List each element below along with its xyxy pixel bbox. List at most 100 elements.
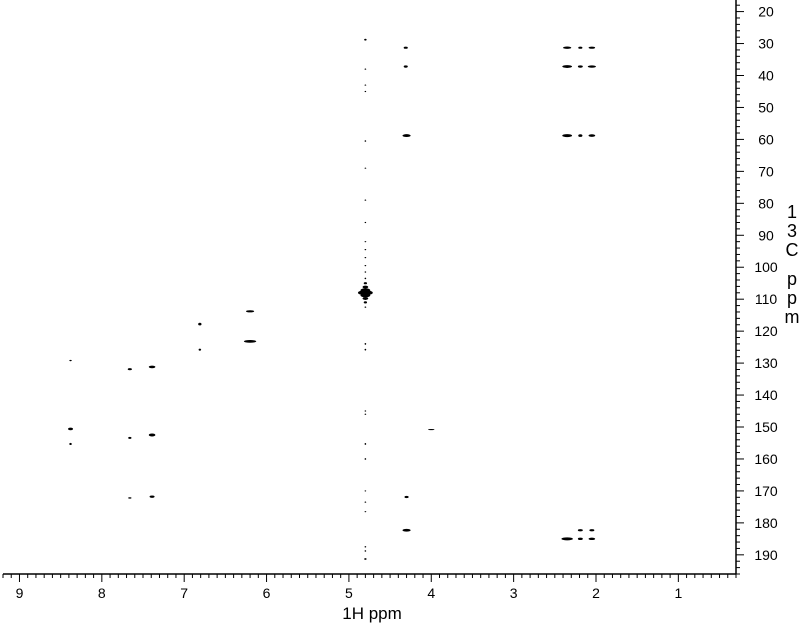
artifact-peak bbox=[364, 550, 367, 552]
cross-peak bbox=[402, 528, 411, 532]
cross-peak bbox=[243, 339, 257, 343]
cross-peak bbox=[578, 46, 583, 49]
artifact-peak bbox=[364, 38, 367, 41]
y-tick-label: 150 bbox=[754, 419, 778, 435]
cross-peak bbox=[403, 65, 408, 68]
y-axis-label-char: p bbox=[787, 269, 797, 289]
artifact-peak bbox=[364, 546, 367, 548]
y-tick-label: 50 bbox=[758, 99, 774, 115]
artifact-peak bbox=[364, 167, 367, 169]
artifact-peak bbox=[364, 249, 367, 251]
y-tick-label: 70 bbox=[758, 163, 774, 179]
cross-peak bbox=[128, 497, 132, 499]
y-axis-label-char: C bbox=[786, 240, 799, 260]
cross-peak bbox=[148, 365, 156, 369]
x-axis: 9 8 7 6 5 4 3 2 1 bbox=[2, 574, 737, 601]
cross-peak bbox=[427, 428, 435, 431]
artifact-peak bbox=[364, 140, 367, 142]
y-tick-label: 110 bbox=[755, 291, 778, 307]
artifact-peak bbox=[364, 501, 367, 503]
x-tick-label: 4 bbox=[427, 585, 435, 601]
x-tick-label: 8 bbox=[98, 585, 106, 601]
y-tick-label: 170 bbox=[754, 483, 778, 499]
cross-peak bbox=[588, 537, 596, 541]
artifact-peak bbox=[364, 277, 367, 280]
x-axis-label: 1H ppm bbox=[342, 604, 402, 623]
x-tick-label: 5 bbox=[345, 585, 353, 601]
y-tick-label: 100 bbox=[754, 259, 778, 275]
y-tick-label: 160 bbox=[754, 451, 778, 467]
artifact-peak bbox=[364, 490, 367, 492]
artifact-peak bbox=[364, 413, 367, 415]
artifact-peak bbox=[364, 241, 367, 243]
y-tick-label: 130 bbox=[754, 355, 778, 371]
cross-peak bbox=[68, 427, 74, 431]
cross-peak bbox=[69, 442, 72, 446]
artifact-peak bbox=[364, 343, 367, 345]
artifact-peak bbox=[363, 301, 368, 304]
artifact-peak bbox=[364, 68, 367, 70]
artifact-peak bbox=[364, 84, 367, 86]
x-tick-label: 2 bbox=[592, 585, 600, 601]
x-tick-label: 9 bbox=[16, 585, 24, 601]
peaks-layer bbox=[68, 38, 596, 560]
plot-frame bbox=[3, 0, 737, 575]
y-tick-label: 80 bbox=[758, 195, 774, 211]
cross-peak bbox=[577, 65, 583, 68]
artifact-peak bbox=[364, 199, 367, 201]
artifact-peak bbox=[364, 558, 367, 560]
artifact-peak bbox=[364, 306, 367, 308]
y-tick-label: 180 bbox=[754, 515, 778, 531]
cross-peak bbox=[198, 348, 202, 351]
cross-peak bbox=[404, 495, 409, 499]
artifact-peak bbox=[363, 282, 368, 285]
artifact-peak bbox=[364, 511, 367, 513]
y-tick-label: 190 bbox=[754, 547, 778, 563]
artifact-peak bbox=[364, 257, 367, 259]
y-axis: 20 30 40 50 60 70 80 90 100 110 120 130 140 150 160 170… bbox=[736, 4, 778, 575]
cross-peak bbox=[562, 134, 573, 138]
y-axis-label-char: 1 bbox=[787, 202, 797, 222]
artifact-peak bbox=[362, 285, 369, 289]
cross-peak bbox=[587, 65, 596, 68]
cross-peak bbox=[403, 46, 408, 49]
y-axis-label-char: p bbox=[787, 288, 797, 308]
x-tick-label: 1 bbox=[674, 585, 682, 601]
artifact-peak bbox=[364, 443, 367, 445]
y-axis-label-char: m bbox=[785, 307, 800, 327]
y-tick-label: 120 bbox=[754, 323, 778, 339]
x-tick-label: 6 bbox=[263, 585, 271, 601]
y-tick-label: 30 bbox=[758, 36, 774, 52]
cross-peak bbox=[561, 537, 573, 541]
artifact-peak bbox=[364, 348, 367, 351]
artifact-peak bbox=[364, 410, 367, 412]
artifact-peak bbox=[360, 293, 371, 298]
cross-peak bbox=[69, 359, 72, 362]
cross-peak bbox=[562, 65, 573, 68]
cross-peak bbox=[563, 46, 572, 49]
x-tick-label: 3 bbox=[510, 585, 518, 601]
cross-peak bbox=[149, 495, 155, 498]
artifact-peak bbox=[364, 458, 367, 460]
cross-peak bbox=[578, 134, 583, 137]
y-tick-label: 20 bbox=[758, 4, 774, 20]
cross-peak bbox=[245, 310, 255, 313]
cross-peak bbox=[148, 433, 156, 437]
cross-peak bbox=[589, 529, 595, 532]
y-tick-label: 40 bbox=[758, 67, 774, 83]
cross-peak bbox=[577, 529, 583, 532]
cross-peak bbox=[198, 322, 202, 326]
y-axis-label-char: 3 bbox=[787, 221, 797, 241]
artifact-peak bbox=[364, 265, 367, 267]
x-tick-label: 7 bbox=[180, 585, 188, 601]
artifact-peak bbox=[364, 90, 367, 93]
cross-peak bbox=[128, 436, 132, 439]
y-tick-label: 140 bbox=[754, 387, 778, 403]
cross-peak bbox=[588, 134, 596, 137]
artifact-peak bbox=[364, 221, 367, 224]
y-tick-label: 60 bbox=[758, 131, 774, 147]
cross-peak bbox=[577, 537, 583, 541]
